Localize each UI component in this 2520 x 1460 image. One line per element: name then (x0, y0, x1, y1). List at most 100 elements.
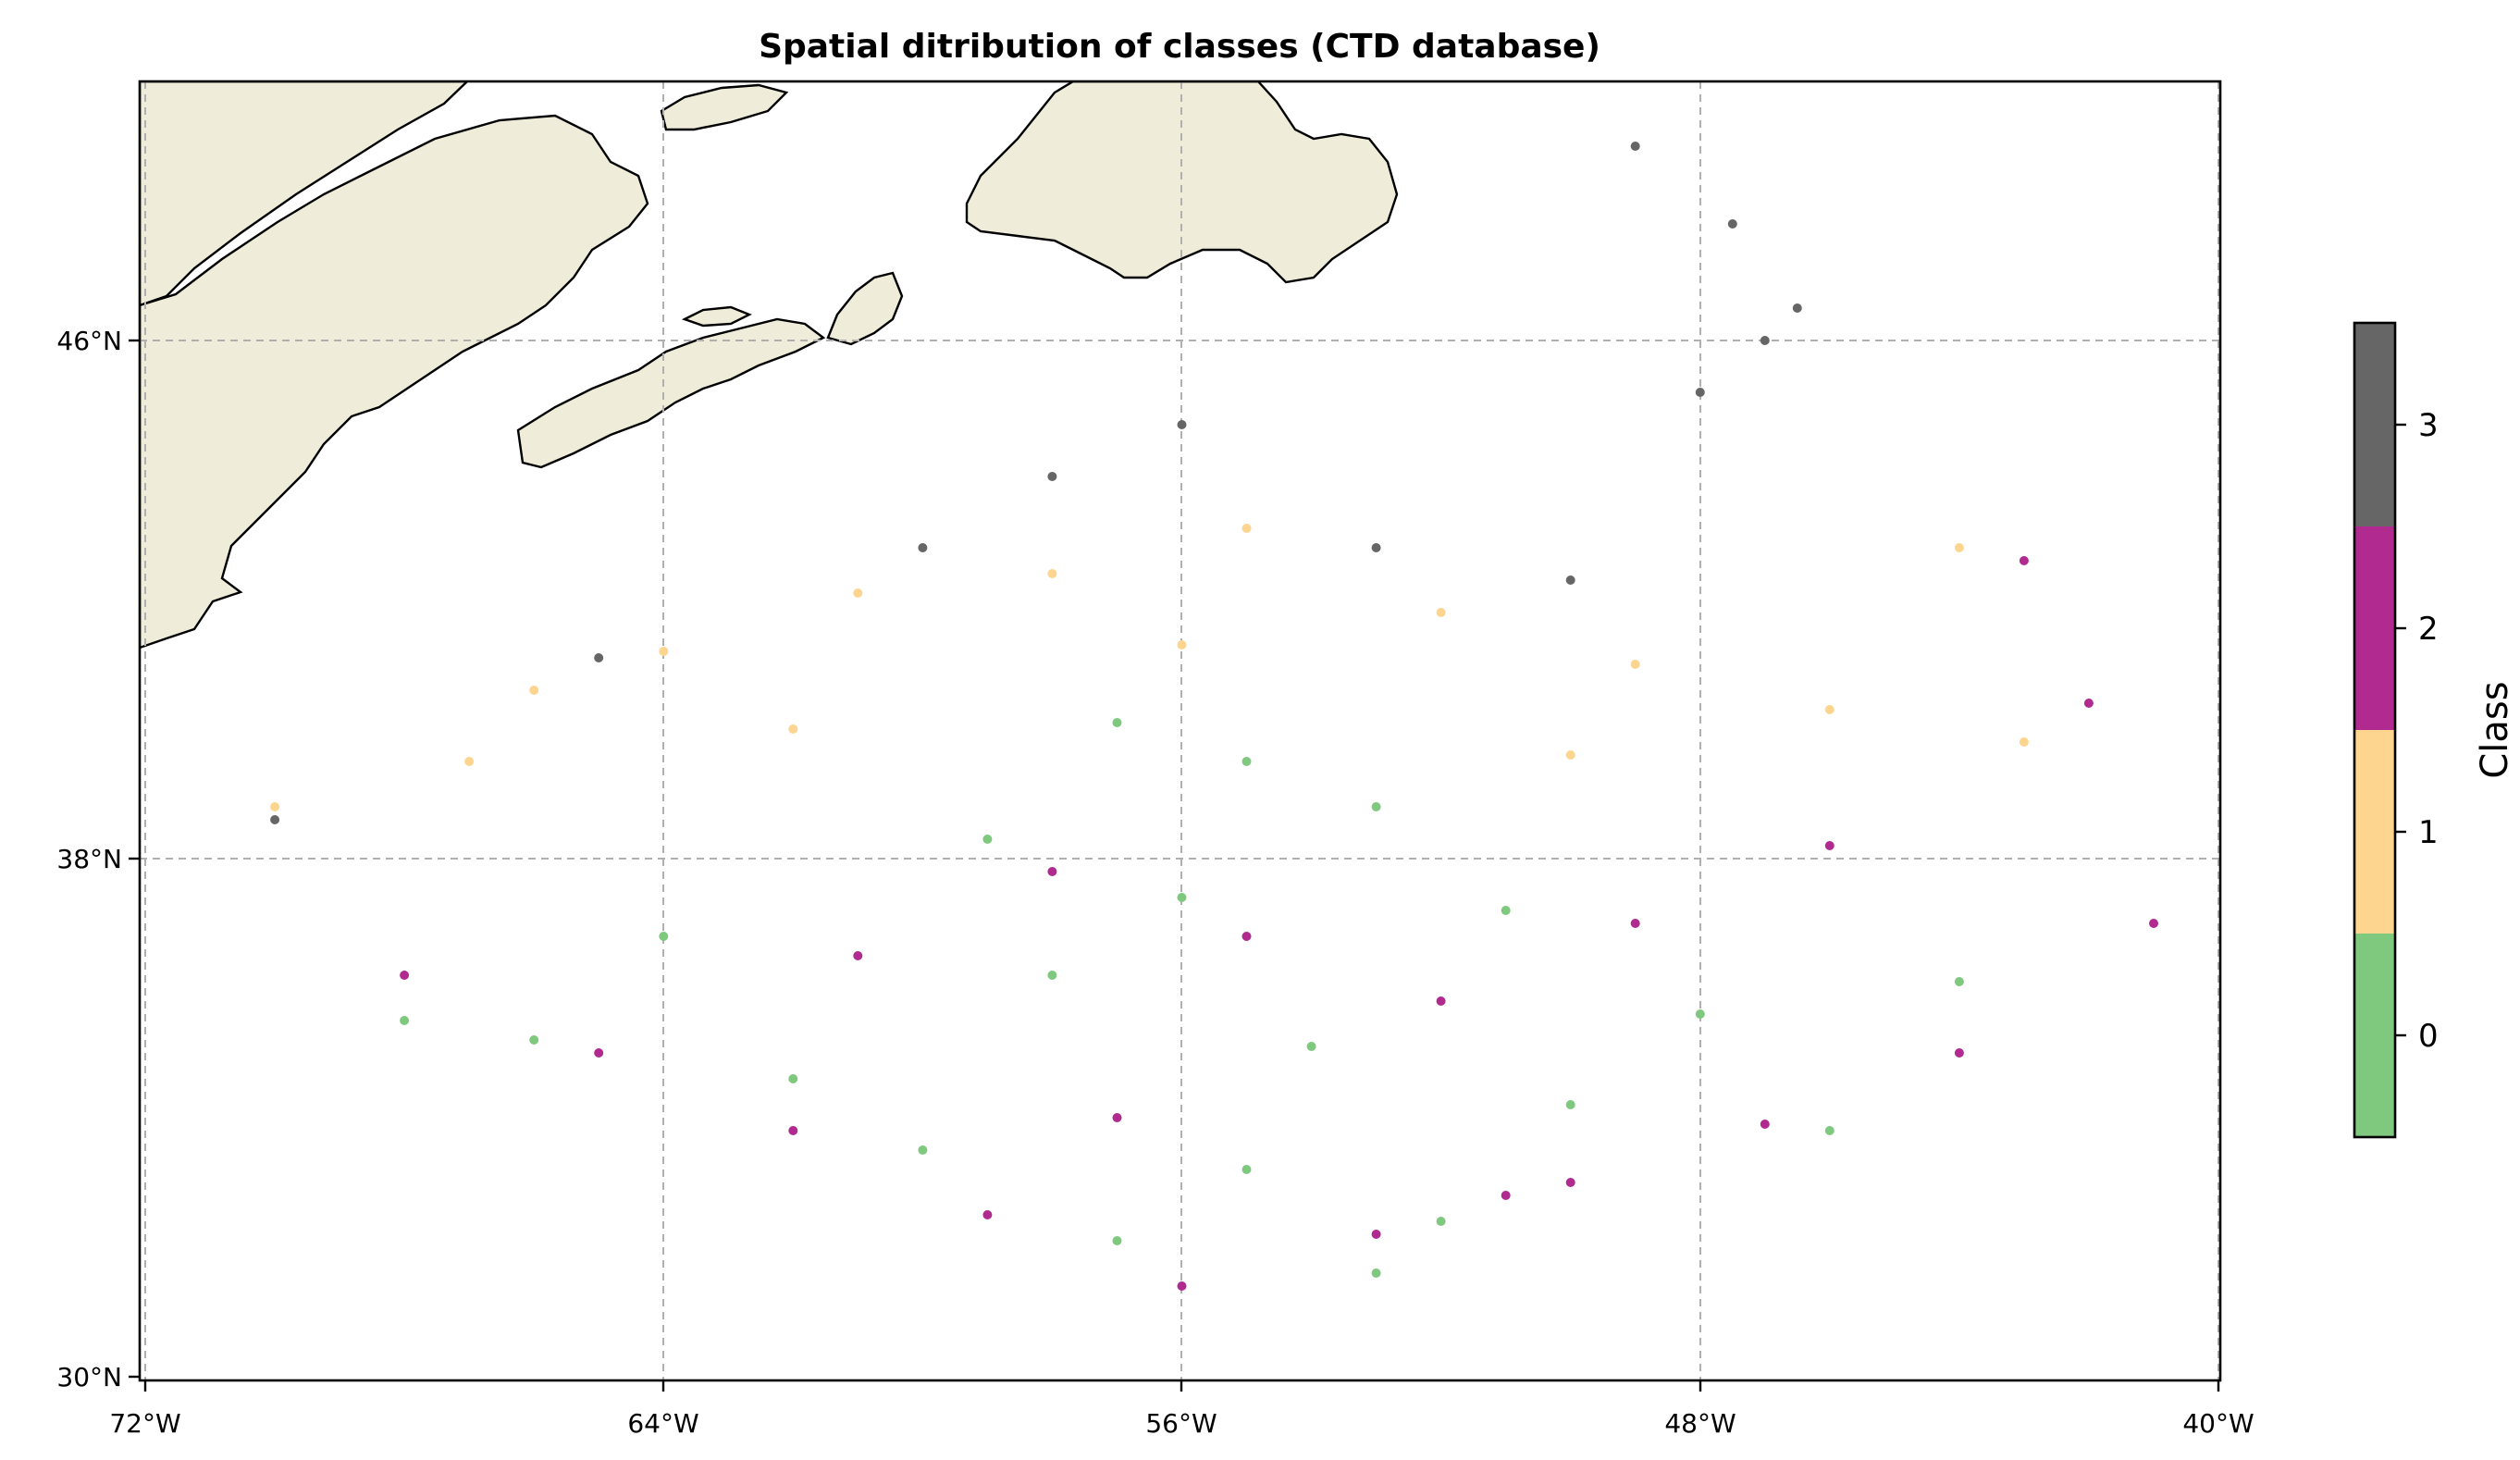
point-class-2-12 (1824, 841, 1834, 850)
point-class-1-6 (1436, 608, 1446, 617)
point-class-1-8 (1824, 705, 1834, 714)
point-class-2-15 (1241, 932, 1252, 941)
x-axis (143, 1380, 2220, 1392)
point-class-3-3 (1727, 219, 1737, 229)
point-class-0-4 (788, 1074, 798, 1083)
point-class-3-10 (594, 653, 604, 662)
point-class-2-10 (2083, 699, 2094, 708)
point-class-2-19 (1501, 1191, 1511, 1200)
point-class-2-1 (594, 1048, 604, 1058)
land-newfoundland (965, 81, 1399, 284)
point-class-3-8 (1565, 575, 1575, 585)
point-class-3-9 (1371, 543, 1381, 552)
point-class-0-2 (1371, 1268, 1381, 1278)
x-tick-label-3: 48°W (1664, 1408, 1736, 1439)
colorbar-segment-1 (2354, 730, 2395, 934)
colorbar-label: Class (2474, 681, 2516, 778)
point-class-2-9 (2149, 919, 2158, 928)
colorbar-segment-0 (2354, 934, 2395, 1137)
point-class-1-4 (1047, 569, 1057, 578)
point-class-0-9 (1565, 1100, 1575, 1109)
y-tick-label-2: 46°N (56, 326, 122, 356)
y-axis (129, 339, 140, 1379)
point-class-0-18 (1241, 757, 1252, 766)
colorbar-tick-label-2: 2 (2418, 611, 2439, 648)
y-tick-label-0: 30°N (56, 1362, 122, 1392)
point-class-0-8 (1306, 1042, 1316, 1051)
point-class-3-0 (1760, 336, 1770, 345)
scatter-points (270, 142, 2158, 1291)
point-class-2-8 (1954, 1048, 1964, 1058)
point-class-3-6 (1047, 472, 1057, 481)
point-class-1-1 (464, 757, 475, 766)
plot-frame (138, 80, 2222, 1382)
point-class-3-2 (1792, 303, 1802, 313)
point-class-0-10 (1824, 1126, 1834, 1135)
land-quebec-coast (140, 114, 649, 650)
point-class-2-11 (2019, 556, 2029, 565)
colorbar-segment-3 (2354, 323, 2395, 526)
point-class-0-15 (1177, 893, 1187, 902)
land-masses (140, 81, 1399, 650)
land-pei (681, 305, 752, 328)
map-plot-area (140, 81, 2220, 1380)
point-class-0-7 (1047, 971, 1057, 980)
point-class-1-10 (788, 724, 798, 734)
point-class-0-1 (1112, 1236, 1122, 1245)
point-class-0-5 (529, 1035, 539, 1045)
point-class-0-12 (1695, 1009, 1705, 1019)
x-tick-label-4: 40°W (2182, 1408, 2254, 1439)
point-class-2-3 (982, 1210, 993, 1219)
colorbar-frame (2353, 321, 2397, 1139)
x-tick-label-2: 56°W (1145, 1408, 1217, 1439)
colorbar-segment-2 (2354, 526, 2395, 730)
point-class-0-14 (659, 932, 669, 941)
x-tick-label-1: 64°W (627, 1408, 698, 1439)
chart-title: Spatial ditribution of classes (CTD data… (759, 28, 1600, 66)
point-class-0-0 (1241, 1165, 1252, 1174)
point-class-2-13 (1630, 919, 1640, 928)
y-tick-label-1: 38°N (56, 844, 122, 874)
point-class-0-17 (1371, 802, 1381, 811)
point-class-0-11 (1436, 1217, 1446, 1226)
point-class-3-1 (1695, 388, 1705, 397)
point-class-2-4 (1177, 1281, 1187, 1291)
point-class-1-13 (1565, 750, 1575, 760)
point-class-0-6 (400, 1016, 410, 1025)
point-class-1-5 (1241, 524, 1252, 533)
point-class-2-17 (853, 951, 863, 960)
point-class-0-16 (982, 835, 993, 844)
point-class-3-7 (918, 543, 928, 552)
colorbar-tick-label-0: 0 (2418, 1018, 2439, 1055)
point-class-2-14 (1436, 996, 1446, 1006)
colorbar: 0 1 2 3 Class (2353, 321, 2516, 1139)
point-class-3-5 (1177, 420, 1187, 429)
point-class-1-2 (659, 647, 669, 656)
point-class-0-20 (1501, 906, 1511, 915)
point-class-3-11 (270, 815, 280, 824)
point-class-2-16 (1047, 867, 1057, 876)
colorbar-tick-label-3: 3 (2418, 407, 2439, 444)
point-class-2-18 (1112, 1113, 1122, 1122)
point-class-0-13 (1954, 977, 1964, 986)
point-class-0-3 (918, 1145, 928, 1155)
point-class-2-2 (788, 1126, 798, 1135)
point-class-0-19 (1112, 718, 1122, 727)
point-class-2-6 (1565, 1178, 1575, 1187)
gridlines (140, 81, 2220, 1380)
point-class-1-7 (1630, 660, 1640, 669)
point-class-1-9 (1954, 543, 1964, 552)
point-class-2-7 (1760, 1120, 1770, 1129)
point-class-1-0 (270, 802, 280, 811)
point-class-1-14 (2019, 737, 2029, 747)
point-class-1-12 (1177, 640, 1187, 650)
point-class-1-3 (853, 588, 863, 598)
point-class-1-11 (529, 686, 539, 695)
point-class-2-5 (1371, 1230, 1381, 1239)
land-anticosti (660, 83, 789, 131)
colorbar-tick-label-1: 1 (2418, 814, 2439, 851)
land-cape-breton (826, 271, 904, 346)
land-nova-scotia (516, 317, 826, 469)
point-class-2-0 (400, 971, 410, 980)
